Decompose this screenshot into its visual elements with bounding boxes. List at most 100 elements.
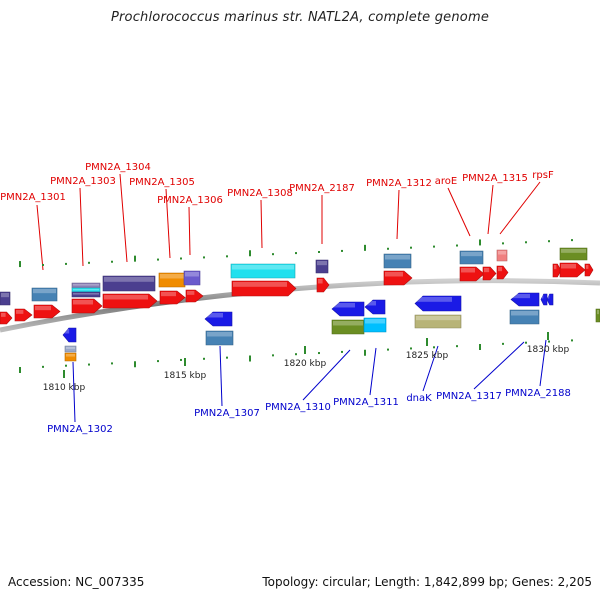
- gene-feature[interactable]: [459, 250, 484, 265]
- gene-feature[interactable]: [459, 266, 485, 282]
- forward-gene-label[interactable]: PMN2A_2187: [289, 183, 355, 194]
- gene-highlight: [64, 329, 70, 334]
- gene-highlight: [542, 295, 544, 299]
- gene-feature[interactable]: [71, 291, 101, 298]
- forward-gene-label[interactable]: PMN2A_1312: [366, 178, 432, 189]
- gene-feature[interactable]: [559, 262, 586, 278]
- forward-gene-label[interactable]: PMN2A_1305: [129, 177, 195, 188]
- forward-gene-label[interactable]: aroE: [435, 176, 457, 187]
- leader-line: [165, 188, 171, 259]
- gene-feature[interactable]: [496, 265, 509, 280]
- gene-highlight: [512, 294, 530, 299]
- gene-highlight: [385, 255, 410, 260]
- gene-highlight: [1, 313, 6, 317]
- leader-line: [369, 347, 377, 396]
- forward-gene-label[interactable]: PMN2A_1301: [0, 192, 66, 203]
- forward-gene-label[interactable]: PMN2A_1306: [157, 195, 223, 206]
- gene-feature[interactable]: [559, 247, 588, 261]
- forward-gene-label[interactable]: PMN2A_1303: [50, 176, 116, 187]
- gene-feature[interactable]: [33, 304, 61, 319]
- leader-line: [473, 341, 525, 390]
- gene-feature[interactable]: [364, 299, 386, 315]
- gene-highlight: [66, 354, 75, 357]
- gene-feature[interactable]: [496, 249, 508, 262]
- reverse-gene-label[interactable]: PMN2A_2188: [505, 388, 571, 399]
- gene-highlight: [232, 265, 294, 270]
- gene-highlight: [33, 289, 56, 294]
- genome-stats-label: Topology: circular; Length: 1,842,899 bp…: [262, 575, 592, 589]
- gene-feature[interactable]: [552, 263, 562, 278]
- gene-feature[interactable]: [316, 277, 330, 293]
- reverse-gene-label[interactable]: dnaK: [406, 393, 432, 404]
- reverse-gene-label[interactable]: PMN2A_1317: [436, 391, 502, 402]
- gene-feature[interactable]: [546, 293, 554, 306]
- gene-highlight: [511, 311, 538, 316]
- gene-feature[interactable]: [205, 330, 234, 346]
- gene-feature[interactable]: [62, 327, 77, 343]
- gene-feature[interactable]: [0, 311, 13, 325]
- leader-line: [79, 187, 84, 267]
- gene-highlight: [73, 284, 99, 286]
- gene-feature[interactable]: [383, 253, 412, 269]
- gene-highlight: [498, 267, 503, 272]
- gene-feature[interactable]: [595, 308, 600, 323]
- gene-feature[interactable]: [331, 319, 365, 335]
- forward-gene-label[interactable]: rpsF: [532, 170, 554, 181]
- leader-line: [539, 339, 547, 387]
- gene-feature[interactable]: [183, 270, 201, 286]
- gene-highlight: [185, 272, 199, 277]
- gene-feature[interactable]: [64, 352, 77, 362]
- gene-feature[interactable]: [64, 345, 77, 353]
- forward-gene-label[interactable]: PMN2A_1304: [85, 162, 151, 173]
- gene-highlight: [416, 316, 460, 321]
- gene-highlight: [416, 297, 452, 302]
- map-title: Prochlorococcus marinus str. NATL2A, com…: [110, 10, 490, 25]
- gene-feature[interactable]: [540, 293, 548, 306]
- gene-highlight: [73, 293, 99, 295]
- gene-feature[interactable]: [158, 272, 186, 288]
- reverse-gene-label[interactable]: PMN2A_1307: [194, 408, 260, 419]
- gene-feature[interactable]: [102, 275, 156, 292]
- gene-highlight: [233, 282, 287, 287]
- gene-feature[interactable]: [159, 290, 186, 305]
- leader-line: [219, 345, 223, 407]
- forward-gene-label[interactable]: PMN2A_1315: [462, 173, 528, 184]
- gene-feature[interactable]: [230, 263, 296, 279]
- genome-backbone: [0, 278, 600, 333]
- gene-feature[interactable]: [14, 308, 33, 322]
- gene-feature[interactable]: [509, 309, 540, 325]
- reverse-gene-label[interactable]: PMN2A_1310: [265, 402, 331, 413]
- gene-feature[interactable]: [363, 317, 387, 333]
- gene-feature[interactable]: [185, 289, 204, 303]
- gene-feature[interactable]: [482, 266, 497, 281]
- gene-feature[interactable]: [510, 292, 540, 307]
- leader-line: [119, 173, 128, 263]
- gene-highlight: [187, 291, 195, 295]
- forward-gene-label[interactable]: PMN2A_1308: [227, 188, 293, 199]
- gene-feature[interactable]: [414, 295, 462, 312]
- gene-feature[interactable]: [584, 263, 594, 277]
- gene-highlight: [333, 321, 363, 326]
- gene-feature[interactable]: [231, 280, 297, 297]
- gene-feature[interactable]: [102, 293, 158, 309]
- gene-feature[interactable]: [31, 287, 58, 302]
- reverse-gene-label[interactable]: PMN2A_1302: [47, 424, 113, 435]
- gene-highlight: [35, 306, 51, 311]
- leader-line: [396, 189, 400, 240]
- gene-feature[interactable]: [0, 291, 11, 306]
- gene-feature[interactable]: [383, 270, 413, 286]
- reverse-gene-label[interactable]: PMN2A_1311: [333, 397, 399, 408]
- gene-feature[interactable]: [414, 314, 462, 329]
- gene-highlight: [160, 274, 184, 279]
- gene-highlight: [548, 295, 550, 299]
- gene-highlight: [484, 268, 490, 273]
- gene-highlight: [385, 272, 403, 277]
- gene-highlight: [498, 251, 506, 255]
- gene-feature[interactable]: [331, 301, 365, 317]
- gene-highlight: [73, 300, 93, 305]
- gene-feature[interactable]: [204, 311, 233, 327]
- gene-feature[interactable]: [71, 298, 103, 314]
- scale-label: 1830 kbp: [527, 345, 570, 355]
- gene-feature[interactable]: [315, 259, 329, 274]
- gene-highlight: [366, 301, 376, 306]
